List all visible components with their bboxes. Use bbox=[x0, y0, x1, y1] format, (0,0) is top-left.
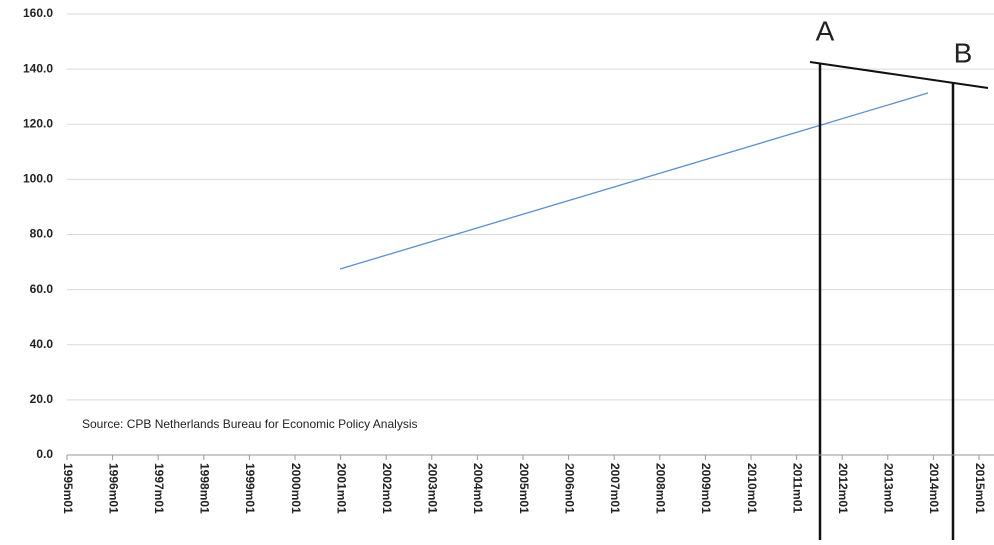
x-tick-label: 2001m01 bbox=[334, 463, 348, 514]
x-tick-label: 1996m01 bbox=[106, 463, 120, 514]
x-tick-label: 2010m01 bbox=[745, 463, 759, 514]
x-tick-label: 2003m01 bbox=[426, 463, 440, 514]
y-tick-label: 120.0 bbox=[23, 116, 53, 130]
x-tick-label: 2007m01 bbox=[608, 463, 622, 514]
y-tick-label: 140.0 bbox=[23, 61, 53, 75]
annotation: A bbox=[816, 15, 835, 46]
x-tick-label: 2000m01 bbox=[289, 463, 303, 514]
x-tick-label: 2015m01 bbox=[973, 463, 987, 514]
x-tick-label: 2011m01 bbox=[790, 463, 804, 513]
x-tick-label: 2004m01 bbox=[471, 463, 485, 514]
source-note: Source: CPB Netherlands Bureau for Econo… bbox=[82, 417, 418, 431]
x-tick-label: 1997m01 bbox=[152, 463, 166, 514]
x-tick-label: 2009m01 bbox=[699, 463, 713, 514]
y-tick-label: 40.0 bbox=[30, 337, 54, 351]
resistance-line bbox=[809, 61, 989, 89]
y-tick-label: 80.0 bbox=[30, 227, 54, 241]
x-tick-label: 2005m01 bbox=[517, 463, 531, 514]
y-tick-label: 100.0 bbox=[23, 172, 53, 186]
x-tick-label: 2002m01 bbox=[380, 463, 394, 514]
x-tick-label: 2006m01 bbox=[562, 463, 576, 514]
y-tick-label: 160.0 bbox=[23, 6, 53, 20]
annotation: B bbox=[954, 37, 973, 68]
y-tick-label: 20.0 bbox=[30, 392, 54, 406]
y-tick-label: 0.0 bbox=[36, 447, 53, 461]
x-tick-label: 1998m01 bbox=[198, 463, 212, 514]
x-tick-label: 2013m01 bbox=[882, 463, 896, 514]
trend-line bbox=[339, 92, 929, 270]
x-tick-label: 2014m01 bbox=[927, 463, 941, 514]
x-tick-label: 1995m01 bbox=[61, 463, 75, 514]
x-tick-label: 1999m01 bbox=[243, 463, 257, 514]
x-tick-label: 2008m01 bbox=[654, 463, 668, 514]
y-tick-label: 60.0 bbox=[30, 282, 54, 296]
x-tick-label: 2012m01 bbox=[836, 463, 850, 514]
